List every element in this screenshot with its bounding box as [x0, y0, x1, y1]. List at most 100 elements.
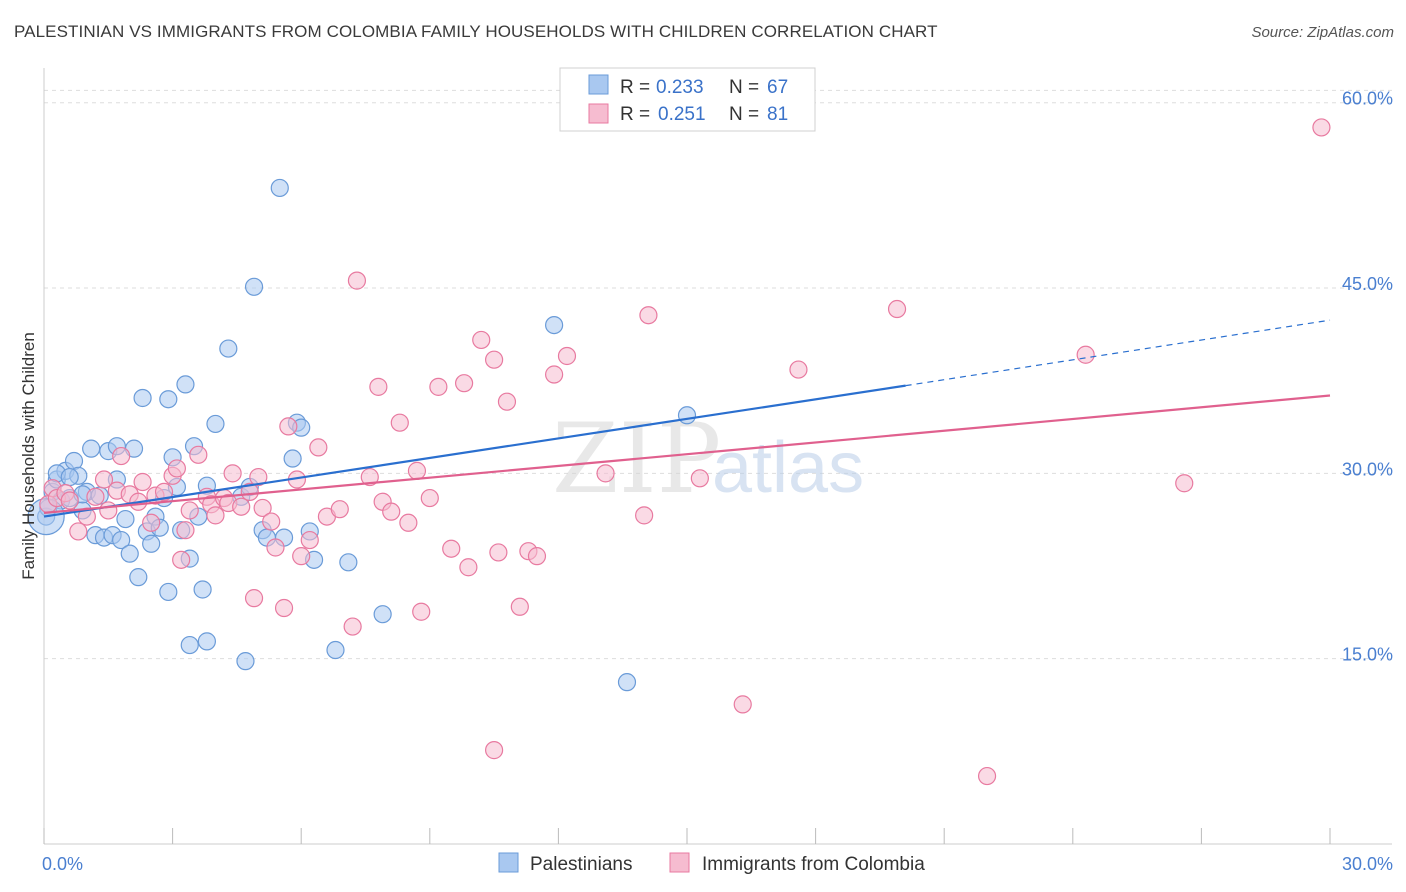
colombia-point [112, 446, 131, 466]
colombia-point [527, 547, 547, 566]
colombia-point [390, 413, 409, 432]
colombia-point [343, 617, 362, 636]
colombia-point [133, 472, 152, 492]
colombia-point [300, 530, 319, 550]
y-tick-label: 60.0% [1342, 89, 1393, 109]
gridlines [44, 89, 1392, 660]
colombia-point [639, 306, 658, 325]
axes [43, 68, 1392, 845]
colombia-point [545, 365, 564, 384]
colombia-point [206, 506, 225, 525]
chart-title: PALESTINIAN VS IMMIGRANTS FROM COLOMBIA … [14, 22, 938, 41]
colombia-point [154, 482, 174, 501]
colombia-point [292, 547, 311, 566]
palestinian-point [283, 449, 302, 468]
y-axis-title: Family Households with Children [19, 332, 38, 580]
colombia-point [412, 602, 431, 621]
palestinian-point [270, 178, 289, 198]
colombia-trend-line [43, 394, 1331, 514]
colombia-point [789, 360, 808, 379]
colombia-point [399, 513, 418, 532]
palestinian-point [180, 635, 199, 655]
colombia-point [454, 374, 474, 393]
colombia-point [472, 330, 491, 350]
watermark: ZIP atlas [552, 403, 864, 515]
colombia-point [977, 766, 997, 786]
colombia-point [180, 501, 199, 520]
colombia-point [94, 470, 114, 489]
colombia-point [407, 461, 427, 480]
palestinians-trend-extension [905, 319, 1331, 387]
colombia-points [39, 118, 1331, 786]
colombia-point [60, 491, 79, 510]
trend-lines [43, 319, 1331, 518]
colombia-point [690, 469, 709, 488]
colombia-point [429, 377, 448, 396]
x-tick-label-max: 30.0% [1342, 854, 1393, 874]
colombia-point [279, 417, 298, 436]
y-tick-label: 45.0% [1342, 274, 1393, 294]
palestinian-point [193, 580, 212, 599]
colombia-point [69, 522, 88, 541]
colombia-point [240, 482, 259, 501]
colombia-point [596, 464, 615, 483]
palestinian-point [219, 339, 238, 358]
bottom-legend-label-colombia: Immigrants from Colombia [702, 854, 925, 875]
palestinian-point [326, 640, 345, 660]
colombia-point [330, 500, 349, 519]
colombia-point [360, 467, 379, 487]
legend-n-value-2: 81 [767, 104, 788, 125]
palestinian-point [176, 375, 195, 394]
colombia-point [176, 521, 195, 540]
bottom-legend-label-palestinians: Palestinians [530, 854, 632, 875]
colombia-point [489, 543, 508, 562]
colombia-point [485, 741, 504, 760]
colombia-point [442, 539, 461, 558]
legend-n-label-2: N = [729, 104, 759, 125]
colombia-point [510, 597, 529, 616]
palestinian-point [133, 388, 152, 408]
legend-n-value-1: 67 [767, 77, 788, 98]
colombia-point [887, 299, 907, 319]
palestinian-point [82, 439, 101, 458]
palestinian-point [129, 568, 148, 587]
colombia-point [635, 506, 654, 525]
palestinian-point [339, 553, 358, 572]
colombia-point [1312, 118, 1331, 137]
palestinian-point [159, 582, 178, 602]
colombia-point [189, 445, 208, 464]
colombia-point [167, 459, 186, 478]
palestinian-point [159, 390, 178, 409]
x-ticks [43, 828, 1331, 844]
x-tick-label-min: 0.0% [42, 854, 83, 874]
y-tick-labels: 15.0% 30.0% 45.0% 60.0% [1342, 89, 1393, 665]
palestinian-point [545, 315, 564, 335]
colombia-point [459, 558, 478, 577]
colombia-point [142, 513, 161, 532]
bottom-legend-swatch-pink [669, 852, 690, 873]
palestinian-point [206, 414, 225, 434]
colombia-point [99, 501, 118, 520]
colombia-point [1175, 474, 1194, 493]
colombia-point [232, 497, 251, 516]
bottom-legend-swatch-blue [498, 852, 519, 873]
colombia-point [172, 550, 191, 569]
colombia-point [557, 346, 577, 366]
palestinian-point [60, 467, 79, 487]
colombia-point [253, 498, 272, 518]
legend-r-label-2: R = [620, 104, 650, 125]
palestinian-point [197, 632, 216, 651]
colombia-point [86, 487, 105, 506]
y-tick-label: 30.0% [1342, 459, 1393, 479]
palestinian-point [373, 605, 392, 624]
palestinian-point [244, 277, 264, 296]
palestinian-point [617, 673, 637, 692]
colombia-point [249, 467, 268, 487]
legend-r-value-2: 0.251 [658, 104, 706, 125]
legend-r-label-1: R = [620, 77, 650, 98]
colombia-point [382, 502, 401, 521]
colombia-point [266, 538, 285, 557]
stats-legend: R = 0.233 N = 67 R = 0.251 N = 81 [559, 67, 816, 132]
colombia-point [244, 589, 264, 608]
legend-n-label-1: N = [729, 77, 759, 98]
